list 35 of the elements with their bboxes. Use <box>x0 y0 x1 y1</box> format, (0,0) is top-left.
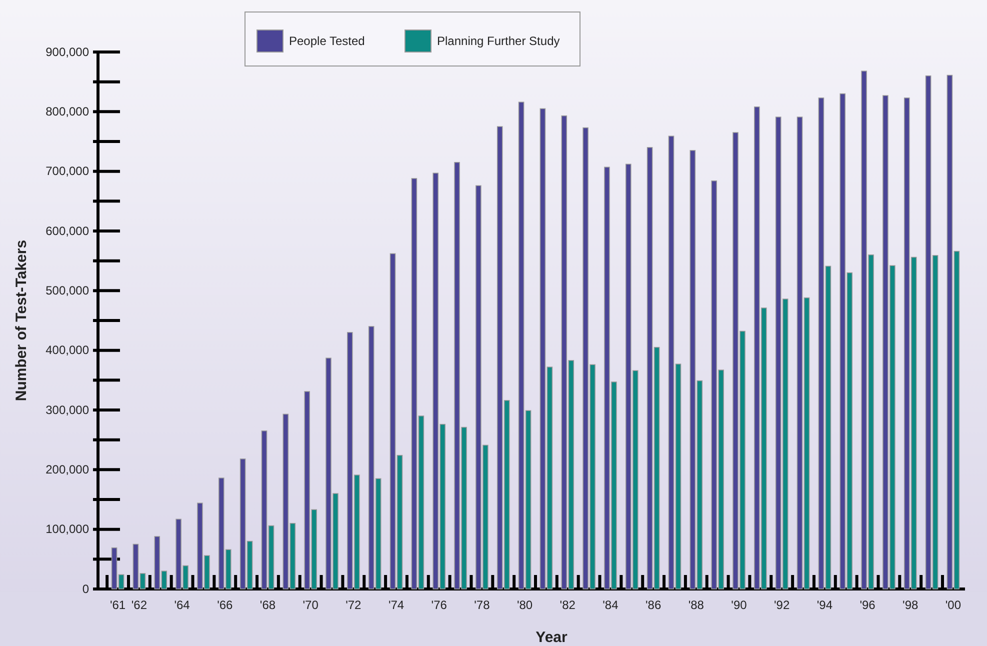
y-tick-label: 500,000 <box>46 284 90 298</box>
y-tick-label: 300,000 <box>46 402 90 417</box>
y-tick-label: 700,000 <box>46 164 90 178</box>
y-tick-label: 100,000 <box>46 522 90 536</box>
x-tick-label: '61 <box>110 598 126 612</box>
x-tick-label: '96 <box>860 598 876 612</box>
x-tick-label: '90 <box>731 598 748 612</box>
legend-label: People Tested <box>289 34 365 48</box>
y-tick-label: 0 <box>82 582 90 596</box>
x-tick-label: '98 <box>902 598 919 612</box>
x-tick-label: '64 <box>174 598 190 612</box>
x-tick-label: '68 <box>260 598 276 612</box>
x-tick-label: '62 <box>131 598 148 612</box>
x-tick-label: '82 <box>560 598 576 612</box>
y-tick-label: 200,000 <box>46 462 90 477</box>
y-tick-label: 900,000 <box>46 44 90 59</box>
x-tick-label: '84 <box>602 598 619 612</box>
x-tick-label: '88 <box>688 598 704 612</box>
x-tick-label: '94 <box>816 598 833 612</box>
x-tick-label: '76 <box>431 598 448 612</box>
x-tick-label: '70 <box>302 598 319 612</box>
x-tick-label: '74 <box>388 598 404 612</box>
y-tick-label: 400,000 <box>46 343 90 358</box>
x-tick-label: '78 <box>474 598 490 612</box>
x-tick-label: '92 <box>774 598 790 612</box>
x-tick-label: '80 <box>516 598 533 612</box>
legend-label: Planning Further Study <box>437 34 560 48</box>
x-tick-label: '00 <box>945 598 962 612</box>
x-axis-title: Year <box>536 629 568 646</box>
x-tick-label: '86 <box>646 598 662 612</box>
y-tick-label: 600,000 <box>46 224 90 238</box>
x-tick-label: '72 <box>346 598 362 612</box>
x-tick-label: '66 <box>217 598 234 612</box>
y-axis-title: Number of Test-Takers <box>13 240 30 402</box>
y-tick-label: 800,000 <box>46 104 90 119</box>
